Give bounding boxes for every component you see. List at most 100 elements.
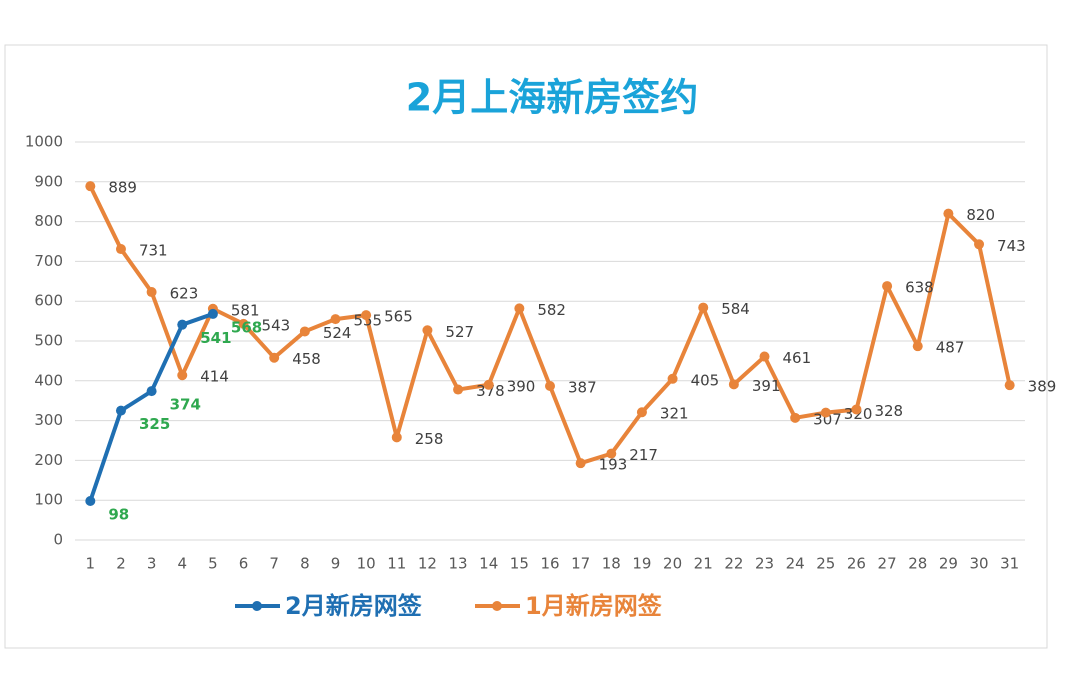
x-tick-label: 10	[357, 555, 376, 573]
data-label: 414	[200, 368, 229, 386]
x-tick-label: 19	[632, 555, 651, 573]
data-label: 391	[752, 377, 781, 395]
data-label: 731	[139, 242, 168, 260]
x-tick-label: 24	[786, 555, 805, 573]
data-label: 543	[262, 316, 291, 334]
x-tick-label: 21	[694, 555, 713, 573]
x-tick-label: 26	[847, 555, 866, 573]
data-label: 328	[874, 402, 903, 420]
x-tick-label: 2	[116, 555, 126, 573]
x-tick-label: 8	[300, 555, 310, 573]
x-tick-label: 3	[147, 555, 157, 573]
data-label: 743	[997, 237, 1026, 255]
data-label: 889	[108, 179, 137, 197]
chart-title: 2月上海新房签约	[406, 76, 698, 120]
point	[207, 308, 218, 319]
data-label: 524	[323, 324, 352, 342]
x-tick-label: 29	[939, 555, 958, 573]
data-label: 98	[108, 505, 129, 523]
point	[851, 404, 862, 415]
x-tick-label: 1	[86, 555, 96, 573]
point	[943, 208, 954, 219]
y-tick-label: 300	[34, 411, 63, 429]
x-tick-label: 31	[1000, 555, 1019, 573]
data-label: 623	[170, 285, 199, 303]
data-label: 555	[353, 312, 382, 330]
legend-marker	[492, 601, 502, 611]
legend-label: 1月新房网签	[525, 592, 663, 620]
data-label: 193	[599, 456, 628, 474]
y-tick-label: 1000	[25, 133, 63, 151]
point	[115, 405, 126, 416]
data-label: 390	[507, 377, 536, 395]
point	[422, 325, 433, 336]
x-tick-label: 9	[331, 555, 341, 573]
point	[698, 302, 709, 313]
x-tick-label: 5	[208, 555, 218, 573]
data-label: 565	[384, 308, 413, 326]
point	[882, 281, 893, 292]
legend-label: 2月新房网签	[285, 592, 423, 620]
point	[361, 310, 372, 321]
data-label: 389	[1028, 378, 1057, 396]
x-tick-label: 20	[663, 555, 682, 573]
point	[391, 432, 402, 443]
data-label: 458	[292, 350, 321, 368]
point	[790, 412, 801, 423]
point	[177, 370, 188, 381]
point	[514, 303, 525, 314]
x-tick-label: 12	[418, 555, 437, 573]
legend-marker	[252, 601, 262, 611]
data-label: 374	[170, 396, 201, 414]
point	[85, 181, 96, 192]
point	[238, 318, 249, 329]
data-label: 581	[231, 301, 260, 319]
x-tick-label: 13	[449, 555, 468, 573]
point	[912, 341, 923, 352]
data-label: 405	[691, 371, 720, 389]
data-label: 584	[721, 300, 750, 318]
y-tick-label: 500	[34, 332, 63, 350]
data-label: 461	[783, 349, 812, 367]
data-label: 487	[936, 339, 965, 357]
y-tick-label: 600	[34, 292, 63, 310]
point	[759, 351, 770, 362]
x-tick-label: 22	[724, 555, 743, 573]
data-label: 321	[660, 405, 689, 423]
x-tick-label: 11	[387, 555, 406, 573]
point	[575, 458, 586, 469]
y-tick-label: 800	[34, 212, 63, 230]
y-tick-label: 0	[53, 531, 63, 549]
y-tick-label: 700	[34, 252, 63, 270]
x-tick-label: 15	[510, 555, 529, 573]
point	[453, 384, 464, 395]
x-tick-label: 16	[540, 555, 559, 573]
x-tick-label: 25	[816, 555, 835, 573]
point	[177, 319, 188, 330]
x-tick-label: 6	[239, 555, 249, 573]
x-tick-label: 14	[479, 555, 498, 573]
point	[606, 448, 617, 459]
data-label: 820	[966, 206, 995, 224]
point	[299, 326, 310, 337]
point	[330, 314, 341, 325]
point	[667, 373, 678, 384]
x-tick-label: 30	[969, 555, 988, 573]
y-tick-label: 200	[34, 451, 63, 469]
x-tick-label: 27	[878, 555, 897, 573]
x-tick-label: 28	[908, 555, 927, 573]
point	[85, 495, 96, 506]
data-label: 378	[476, 382, 505, 400]
point	[146, 287, 157, 298]
point	[545, 380, 555, 391]
data-label: 217	[629, 446, 658, 464]
data-label: 325	[139, 415, 170, 433]
point	[974, 239, 985, 250]
x-tick-label: 7	[269, 555, 279, 573]
point	[269, 352, 280, 363]
data-label: 258	[415, 430, 444, 448]
point	[1004, 380, 1015, 391]
point	[483, 379, 494, 390]
x-tick-label: 4	[177, 555, 187, 573]
